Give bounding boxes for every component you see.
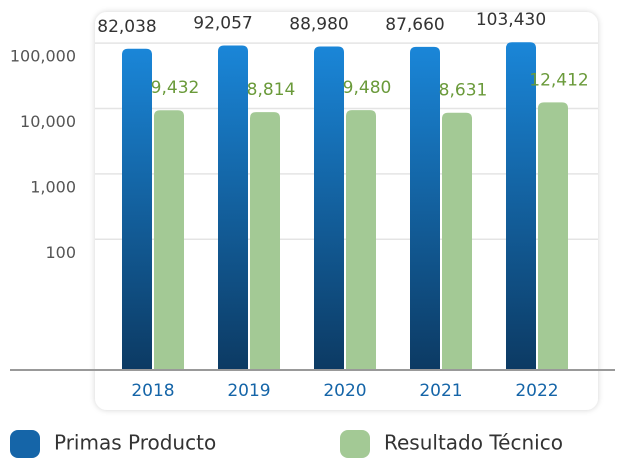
value-label: 92,057	[193, 14, 252, 34]
value-label: 8,631	[439, 81, 488, 101]
bar	[250, 112, 280, 370]
x-tick-label: 2022	[515, 381, 558, 401]
bar	[538, 102, 568, 370]
bars	[122, 42, 568, 371]
value-label: 9,480	[343, 78, 392, 98]
legend-label: Resultado Técnico	[384, 431, 563, 455]
value-label: 88,980	[289, 15, 348, 35]
x-tick-label: 2018	[131, 381, 174, 401]
legend-swatch	[340, 430, 370, 458]
y-tick-label: 10,000	[20, 112, 76, 131]
bar	[410, 46, 440, 370]
value-label: 82,038	[97, 17, 156, 37]
bar	[346, 110, 376, 370]
x-tick-label: 2021	[419, 381, 462, 401]
bar	[314, 46, 344, 371]
value-label: 87,660	[385, 15, 444, 35]
bar	[154, 110, 184, 371]
bar	[122, 48, 152, 370]
bar	[442, 112, 472, 370]
legend-label: Primas Producto	[54, 431, 216, 455]
x-tick-label: 2020	[323, 381, 366, 401]
legend-swatch	[10, 430, 40, 458]
x-tick-label: 2019	[227, 381, 270, 401]
legend: Primas Producto Resultado Técnico	[10, 430, 563, 458]
bar	[506, 42, 536, 371]
value-label: 12,412	[529, 70, 588, 90]
y-tick-label: 100	[45, 243, 76, 262]
labels: 100 1,000 10,000 100,000 2018 82,038 9,432 2019…	[10, 10, 589, 401]
y-tick-label: 1,000	[30, 177, 76, 196]
y-tick-label: 100,000	[10, 47, 76, 66]
value-label: 8,814	[247, 80, 296, 100]
bar	[218, 45, 248, 370]
value-label: 103,430	[476, 10, 546, 30]
value-label: 9,432	[151, 78, 200, 98]
